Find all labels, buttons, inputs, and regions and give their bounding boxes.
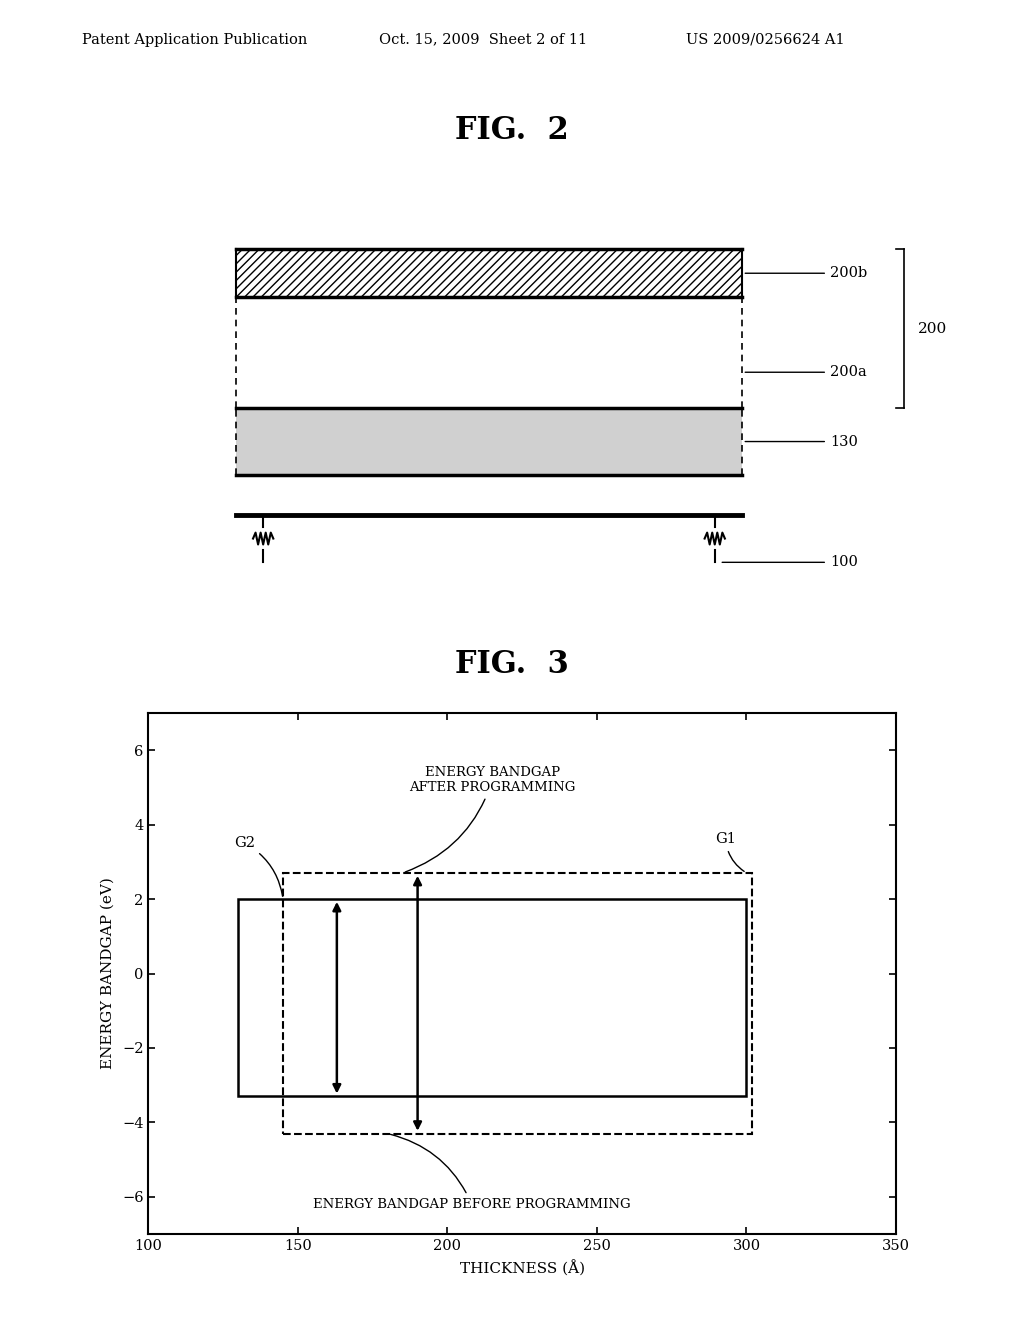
Text: ENERGY BANDGAP BEFORE PROGRAMMING: ENERGY BANDGAP BEFORE PROGRAMMING — [313, 1134, 631, 1210]
Text: FIG.  2: FIG. 2 — [455, 115, 569, 145]
Text: 200b: 200b — [745, 267, 867, 280]
Text: 200a: 200a — [745, 366, 866, 379]
Bar — [236, 249, 742, 297]
Bar — [236, 408, 742, 475]
Text: US 2009/0256624 A1: US 2009/0256624 A1 — [686, 33, 845, 46]
Text: FIG.  3: FIG. 3 — [455, 649, 569, 680]
Text: Oct. 15, 2009  Sheet 2 of 11: Oct. 15, 2009 Sheet 2 of 11 — [379, 33, 587, 46]
Bar — [236, 297, 742, 408]
Text: G1: G1 — [715, 832, 744, 871]
Text: Patent Application Publication: Patent Application Publication — [82, 33, 307, 46]
Text: 130: 130 — [745, 434, 858, 449]
Bar — [239, 899, 746, 1097]
X-axis label: THICKNESS (Å): THICKNESS (Å) — [460, 1261, 585, 1276]
Text: G2: G2 — [233, 836, 283, 896]
Text: ENERGY BANDGAP
AFTER PROGRAMMING: ENERGY BANDGAP AFTER PROGRAMMING — [406, 766, 575, 873]
Y-axis label: ENERGY BANDGAP (eV): ENERGY BANDGAP (eV) — [101, 878, 115, 1069]
Text: 100: 100 — [722, 556, 858, 569]
Text: 200: 200 — [918, 322, 947, 335]
Bar — [283, 873, 753, 1134]
